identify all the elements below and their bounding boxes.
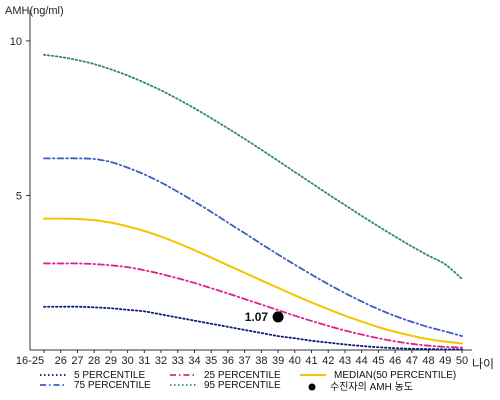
x-tick-label-18: 43: [339, 355, 351, 367]
legend-label-0: 5 PERCENTILE: [74, 370, 145, 381]
legend-label-2: MEDIAN(50 PERCENTILE): [334, 370, 456, 381]
series-lines: [43, 53, 463, 351]
x-tick-label-25: 50: [456, 355, 468, 367]
x-tick-label-9: 34: [188, 355, 200, 367]
x-tick-label-0: 16-25: [16, 355, 44, 367]
x-tick-label-24: 49: [439, 355, 451, 367]
y-ticks: 5 10: [10, 36, 30, 202]
x-tick-label-5: 30: [121, 355, 133, 367]
x-tick-label-3: 28: [88, 355, 100, 367]
legend-swatch-patient: [308, 383, 316, 391]
x-tick-label-8: 33: [172, 355, 184, 367]
x-tick-label-11: 36: [222, 355, 234, 367]
x-tick-label-12: 37: [239, 355, 251, 367]
x-axis-label: 나이: [472, 357, 494, 371]
series-line-0: [43, 305, 463, 351]
legend: 5 PERCENTILE 25 PERCENTILE MEDIAN(50 PERCE…: [40, 370, 456, 393]
x-tick-label-13: 38: [255, 355, 267, 367]
x-tick-label-1: 26: [55, 355, 67, 367]
y-tick-label-1: 10: [10, 36, 22, 48]
x-tick-label-23: 48: [422, 355, 434, 367]
series-line-3: [43, 157, 463, 337]
x-ticks: 16-25 26 27 28 29 30 31 32 33 34 35 36 37 38 39 40 41 42 4…: [16, 350, 468, 367]
x-tick-label-22: 47: [406, 355, 418, 367]
legend-label-4: 95 PERCENTILE: [204, 380, 281, 391]
patient-point: [272, 311, 284, 323]
x-tick-label-14: 39: [272, 355, 284, 367]
legend-label-patient: 수진자의 AMH 농도: [330, 381, 413, 393]
series-line-1: [43, 262, 463, 349]
legend-label-1: 25 PERCENTILE: [204, 370, 281, 381]
x-tick-label-7: 32: [155, 355, 167, 367]
legend-label-3: 75 PERCENTILE: [74, 380, 151, 391]
x-tick-label-21: 46: [389, 355, 401, 367]
x-tick-label-10: 35: [205, 355, 217, 367]
x-tick-label-17: 42: [322, 355, 334, 367]
x-tick-label-16: 41: [305, 355, 317, 367]
x-tick-label-15: 40: [289, 355, 301, 367]
patient-marker: 1.07: [245, 310, 284, 324]
y-axis-label: AMH(ng/ml): [5, 5, 64, 17]
series-line-4: [43, 53, 463, 280]
y-tick-label-0: 5: [16, 190, 22, 202]
x-tick-label-4: 29: [105, 355, 117, 367]
x-tick-label-20: 45: [372, 355, 384, 367]
patient-value-label: 1.07: [245, 310, 269, 324]
x-tick-label-2: 27: [71, 355, 83, 367]
x-tick-label-19: 44: [356, 355, 368, 367]
series-line-2: [43, 217, 463, 345]
x-tick-label-6: 31: [138, 355, 150, 367]
